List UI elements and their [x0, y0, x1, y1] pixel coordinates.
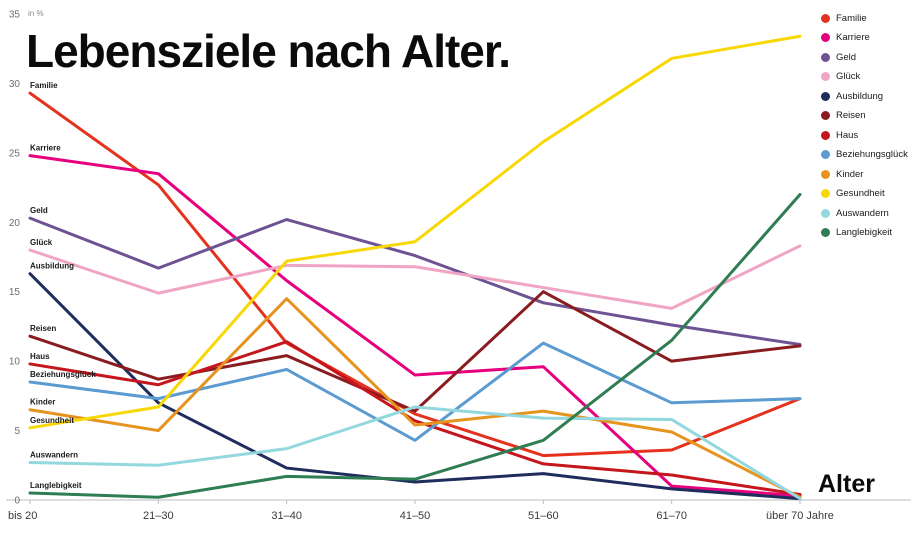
legend-swatch-icon: [821, 228, 830, 237]
legend-swatch-icon: [821, 33, 830, 42]
series-start-label: Gesundheit: [30, 416, 74, 425]
series-start-label: Beziehungsglück: [30, 370, 96, 379]
series-line-langlebigkeit: [28, 193, 802, 499]
series-line-karriere: [28, 154, 802, 498]
x-axis-category-label: über 70 Jahre: [766, 510, 834, 522]
legend-swatch-icon: [821, 111, 830, 120]
series-start-label: Kinder: [30, 398, 55, 407]
legend-label: Auswandern: [836, 207, 889, 219]
series-line-haus: [28, 340, 802, 496]
legend: Familie Karriere Geld Glück Ausbildung Reisen…: [821, 12, 908, 239]
x-axis-category-label: 51–60: [528, 510, 559, 522]
legend-label: Karriere: [836, 32, 870, 43]
series-start-label: Langlebigkeit: [30, 481, 82, 490]
series-line-glück: [28, 244, 802, 310]
series-start-label: Glück: [30, 238, 53, 247]
legend-swatch-icon: [821, 169, 830, 179]
y-axis-tick-label: 25: [9, 148, 21, 159]
series-line-gesundheit: [28, 34, 802, 430]
legend-item-glück: Glück: [821, 71, 908, 83]
series-line-geld: [28, 216, 802, 346]
series-start-label: Familie: [30, 81, 58, 90]
x-axis-category-label: 21–30: [143, 510, 174, 522]
legend-label: Kinder: [836, 168, 864, 180]
legend-item-geld: Geld: [821, 51, 908, 63]
y-axis-tick-label: 0: [14, 496, 20, 507]
legend-swatch-icon: [821, 52, 830, 62]
legend-item-kinder: Kinder: [821, 168, 908, 180]
legend-label: Reisen: [836, 110, 866, 121]
series-line-auswandern: [28, 405, 802, 501]
legend-swatch-icon: [821, 72, 830, 81]
legend-swatch-icon: [821, 208, 830, 218]
series-line-kinder: [28, 297, 802, 499]
legend-item-gesundheit: Gesundheit: [821, 188, 908, 200]
legend-item-beziehungsglück: Beziehungsglück: [821, 149, 908, 161]
series-start-label: Reisen: [30, 324, 56, 333]
y-axis-tick-label: 10: [9, 357, 21, 368]
y-axis-tick-label: 5: [14, 426, 20, 437]
legend-item-reisen: Reisen: [821, 110, 908, 122]
legend-label: Geld: [836, 51, 857, 63]
legend-label: Gesundheit: [836, 188, 885, 199]
legend-swatch-icon: [821, 13, 830, 23]
legend-item-auswandern: Auswandern: [821, 207, 908, 219]
legend-swatch-icon: [821, 91, 830, 101]
y-axis-tick-label: 20: [9, 218, 21, 229]
series-line-ausbildung: [28, 272, 802, 501]
page-title: Lebensziele nach Alter.: [26, 25, 511, 77]
series-start-label: Ausbildung: [30, 262, 74, 271]
legend-label: Beziehungsglück: [836, 149, 908, 160]
series-line-beziehungsglück: [28, 341, 802, 442]
legend-item-familie: Familie: [821, 12, 908, 24]
series-start-label: Geld: [30, 206, 48, 215]
legend-label: Glück: [836, 71, 861, 82]
legend-label: Haus: [836, 129, 859, 141]
series-start-label: Karriere: [30, 144, 61, 153]
legend-swatch-icon: [821, 150, 830, 159]
x-axis-category-label: bis 20: [8, 510, 37, 522]
x-axis-title: Alter: [818, 470, 875, 498]
legend-label: Ausbildung: [836, 90, 884, 102]
series-line-reisen: [28, 290, 802, 413]
legend-label: Familie: [836, 12, 867, 24]
x-axis-category-label: 61–70: [656, 510, 687, 522]
series-start-label: Auswandern: [30, 451, 78, 460]
legend-item-haus: Haus: [821, 129, 908, 141]
legend-label: Langlebigkeit: [836, 227, 892, 238]
y-axis-tick-label: 30: [9, 79, 21, 90]
legend-swatch-icon: [821, 189, 830, 198]
legend-swatch-icon: [821, 130, 830, 140]
y-axis-tick-label: 35: [9, 10, 21, 21]
y-axis-unit-label: in %: [28, 9, 44, 18]
series-line-familie: [28, 91, 802, 458]
y-axis-tick-label: 15: [9, 287, 21, 298]
legend-item-ausbildung: Ausbildung: [821, 90, 908, 102]
legend-item-langlebigkeit: Langlebigkeit: [821, 227, 908, 239]
series-start-label: Haus: [30, 352, 50, 361]
x-axis-category-label: 41–50: [400, 510, 431, 522]
x-axis-category-label: 31–40: [271, 510, 302, 522]
legend-item-karriere: Karriere: [821, 32, 908, 44]
